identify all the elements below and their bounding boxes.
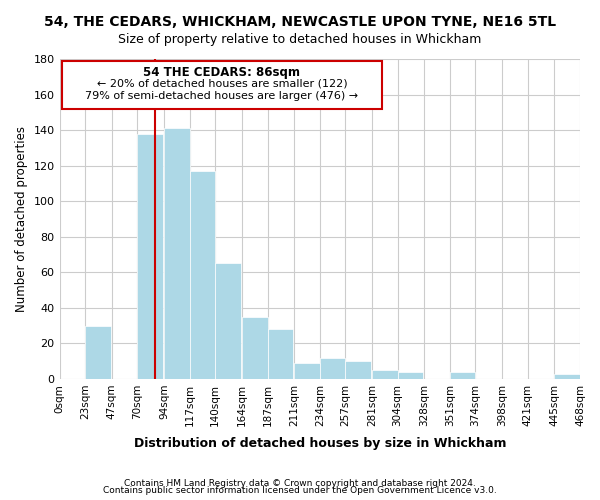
Bar: [190, 171, 215, 379]
Bar: [85, 326, 110, 379]
Y-axis label: Number of detached properties: Number of detached properties: [15, 126, 28, 312]
Bar: [398, 372, 423, 379]
Text: Size of property relative to detached houses in Whickham: Size of property relative to detached ho…: [118, 32, 482, 46]
Bar: [164, 128, 190, 379]
Bar: [320, 358, 346, 379]
X-axis label: Distribution of detached houses by size in Whickham: Distribution of detached houses by size …: [134, 437, 506, 450]
Text: ← 20% of detached houses are smaller (122): ← 20% of detached houses are smaller (12…: [97, 78, 347, 88]
Bar: [554, 374, 580, 379]
Bar: [450, 372, 475, 379]
Bar: [242, 316, 268, 379]
Bar: [137, 134, 163, 379]
Text: Contains HM Land Registry data © Crown copyright and database right 2024.: Contains HM Land Registry data © Crown c…: [124, 478, 476, 488]
FancyBboxPatch shape: [62, 61, 382, 109]
Bar: [294, 363, 320, 379]
Bar: [346, 361, 371, 379]
Text: 54, THE CEDARS, WHICKHAM, NEWCASTLE UPON TYNE, NE16 5TL: 54, THE CEDARS, WHICKHAM, NEWCASTLE UPON…: [44, 15, 556, 29]
Bar: [372, 370, 398, 379]
Bar: [215, 264, 241, 379]
Text: 79% of semi-detached houses are larger (476) →: 79% of semi-detached houses are larger (…: [85, 91, 358, 101]
Bar: [268, 329, 293, 379]
Text: 54 THE CEDARS: 86sqm: 54 THE CEDARS: 86sqm: [143, 66, 301, 79]
Text: Contains public sector information licensed under the Open Government Licence v3: Contains public sector information licen…: [103, 486, 497, 495]
